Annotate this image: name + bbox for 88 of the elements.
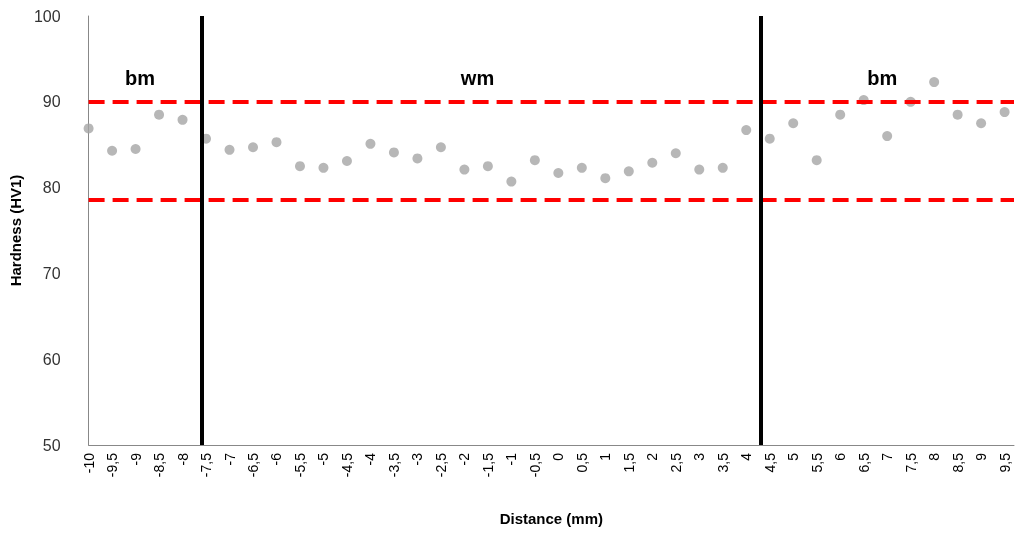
x-tick-label: -2 <box>456 452 473 466</box>
annotation: bm <box>124 67 155 89</box>
x-tick-label: 3,5 <box>714 452 731 473</box>
point <box>294 161 305 172</box>
annotation: wm <box>459 67 495 89</box>
point <box>388 147 399 158</box>
point <box>623 166 634 177</box>
point <box>788 118 799 129</box>
point <box>271 137 282 148</box>
point <box>670 148 681 159</box>
point <box>999 107 1010 118</box>
x-tick-label: -8 <box>174 452 191 466</box>
point <box>412 153 423 164</box>
x-tick-label: -7 <box>221 452 238 466</box>
point <box>741 125 752 136</box>
y-tick-label: 70 <box>42 264 61 282</box>
x-tick-label: -5,5 <box>291 452 308 478</box>
point <box>318 162 329 173</box>
y-tick-label: 50 <box>42 436 61 454</box>
point <box>811 155 822 166</box>
x-axis-title: Distance (mm) <box>499 510 603 527</box>
x-tick-label: 2,5 <box>667 452 684 473</box>
x-tick-label: -9,5 <box>104 452 121 478</box>
y-tick-label: 90 <box>42 93 61 111</box>
x-tick-label: 8,5 <box>949 452 966 473</box>
x-tick-label: -8,5 <box>151 452 168 478</box>
point <box>764 133 775 144</box>
point <box>177 114 188 125</box>
point <box>694 164 705 175</box>
x-tick-label: -2,5 <box>432 452 449 478</box>
point <box>459 164 470 175</box>
x-tick-label: 7 <box>879 452 896 461</box>
point <box>553 168 564 179</box>
x-tick-label: 5,5 <box>808 452 825 473</box>
point <box>341 156 352 166</box>
x-tick-label: 3 <box>691 452 708 461</box>
x-tick-label: 6,5 <box>855 452 872 473</box>
y-tick-label: 80 <box>42 179 61 197</box>
point <box>717 162 728 173</box>
x-tick-label: -7,5 <box>198 452 215 478</box>
annotation: bm <box>867 67 898 89</box>
point <box>952 109 963 120</box>
x-tick-label: 1,5 <box>620 452 637 473</box>
point <box>248 142 259 153</box>
x-tick-label: 9 <box>973 452 990 461</box>
x-tick-label: 2 <box>644 452 661 461</box>
y-tick-label: 60 <box>42 350 61 368</box>
point <box>506 176 517 187</box>
y-axis-title: Hardness (HV1) <box>7 174 24 287</box>
x-tick-label: -4,5 <box>338 452 355 478</box>
x-tick-label: -6 <box>268 452 285 466</box>
x-tick-label: 0,5 <box>573 452 590 473</box>
point <box>107 145 118 156</box>
x-tick-label: 8 <box>926 452 943 461</box>
point <box>435 142 446 153</box>
x-tick-label: 4 <box>738 452 755 461</box>
point <box>224 144 235 155</box>
point <box>529 155 540 166</box>
x-tick-label: 1 <box>597 452 614 461</box>
x-tick-label: -1,5 <box>479 452 496 478</box>
point <box>83 123 94 134</box>
x-tick-label: -9 <box>127 452 144 466</box>
point <box>835 109 846 120</box>
point <box>365 138 376 149</box>
point <box>647 157 658 168</box>
point <box>576 162 587 173</box>
x-tick-label: -5 <box>315 452 332 466</box>
x-tick-label: -10 <box>80 452 97 474</box>
x-tick-label: -3,5 <box>385 452 402 478</box>
x-tick-label: 7,5 <box>902 452 919 473</box>
x-tick-label: -3 <box>409 452 426 466</box>
x-tick-label: -0,5 <box>526 452 543 478</box>
x-tick-label: 0 <box>550 452 567 461</box>
x-tick-label: 6 <box>832 452 849 461</box>
x-tick-label: 9,5 <box>996 452 1013 473</box>
x-tick-label: -6,5 <box>245 452 262 478</box>
point <box>976 118 987 129</box>
point <box>482 161 493 172</box>
x-tick-label: 4,5 <box>761 452 778 473</box>
x-tick-label: 5 <box>785 452 802 461</box>
y-tick-label: 100 <box>33 7 61 25</box>
point <box>600 173 611 184</box>
point <box>882 131 893 142</box>
point <box>154 109 165 120</box>
point <box>929 77 940 88</box>
point <box>130 143 141 154</box>
x-tick-label: -4 <box>362 452 379 466</box>
x-tick-label: -1 <box>503 452 520 466</box>
